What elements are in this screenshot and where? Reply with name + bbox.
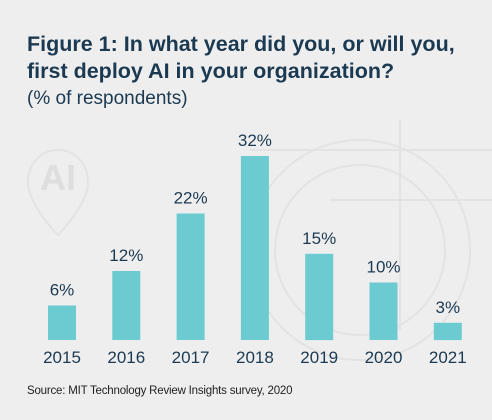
bar-2019: [305, 253, 334, 341]
bar-2016: [112, 271, 141, 340]
bar-2015: [48, 305, 76, 340]
value-label-2018: 32%: [238, 131, 272, 150]
x-tick-label-2016: 2016: [107, 348, 145, 367]
x-tick-label-2015: 2015: [43, 348, 81, 367]
x-tick-label-2017: 2017: [172, 348, 210, 367]
value-label-2016: 12%: [109, 246, 143, 265]
x-tick-label-2019: 2019: [300, 348, 338, 367]
value-label-2019: 15%: [302, 229, 336, 248]
x-tick-label-2020: 2020: [365, 348, 403, 367]
ai-watermark: AI: [40, 157, 76, 198]
x-tick-labels-group: 2015 2016 2017 2018 2019 2020 2021: [43, 348, 467, 367]
bar-2017: [176, 213, 205, 340]
x-tick-label-2018: 2018: [236, 348, 274, 367]
value-label-2021: 3%: [436, 298, 461, 317]
source-note: Source: MIT Technology Review Insights s…: [27, 385, 293, 397]
value-labels-group: 6% 12% 22% 32% 15% 10% 3%: [50, 131, 460, 317]
x-tick-label-2021: 2021: [429, 348, 467, 367]
chart-subtitle: (% of respondents): [27, 88, 188, 109]
bar-2020: [369, 282, 398, 340]
value-label-2020: 10%: [366, 258, 400, 277]
chart-title: Figure 1: In what year did you, or will …: [27, 32, 455, 83]
bars-group: [48, 156, 462, 341]
bar-2021: [433, 322, 462, 341]
value-label-2017: 22%: [174, 189, 208, 208]
bar-2018: [240, 156, 269, 340]
value-label-2015: 6%: [50, 281, 75, 300]
